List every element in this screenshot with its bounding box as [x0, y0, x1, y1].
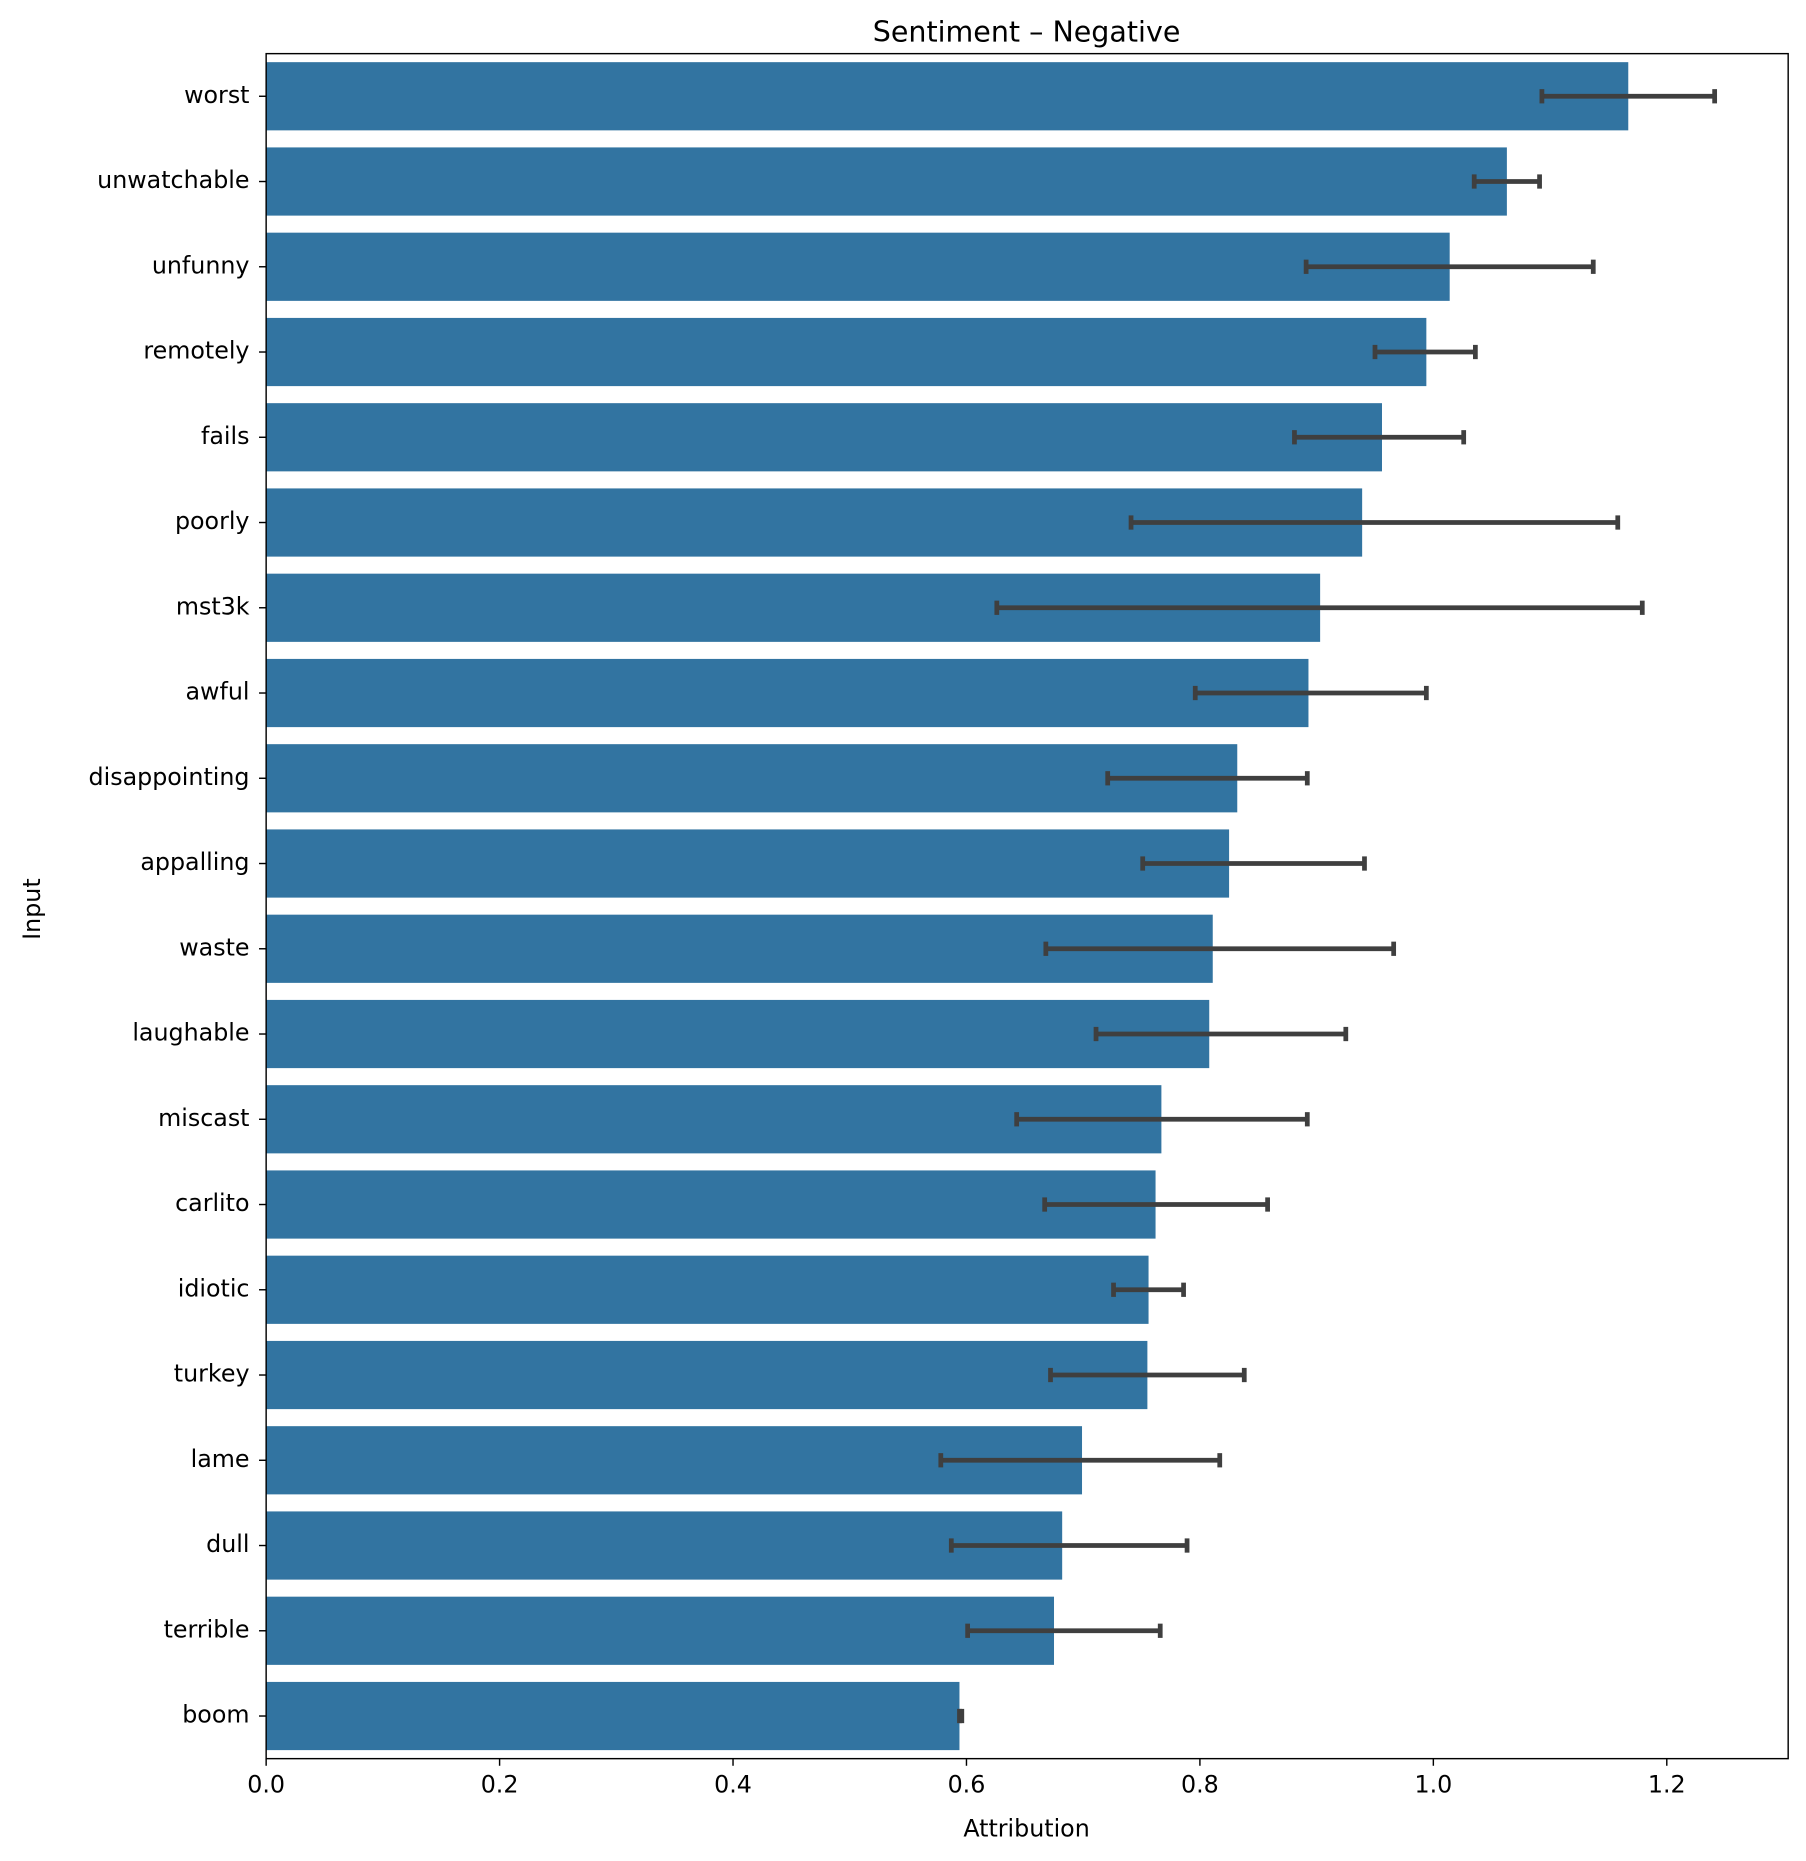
- bar: [266, 62, 1629, 131]
- y-tick-label: unfunny: [152, 251, 250, 279]
- plot-frame: [265, 52, 1789, 1760]
- y-tick-label: fails: [201, 422, 250, 450]
- y-tick-label: awful: [186, 678, 250, 706]
- y-tick-label: unwatchable: [97, 166, 249, 194]
- error-bar: [1014, 1112, 1310, 1127]
- y-tick-label: mst3k: [176, 592, 250, 620]
- y-tick-label: appalling: [140, 848, 249, 876]
- x-tick-label: 0.6: [948, 1770, 986, 1798]
- y-tick-label: boom: [182, 1701, 249, 1729]
- error-bar: [1292, 430, 1467, 445]
- x-tick-label: 1.2: [1648, 1770, 1686, 1798]
- bar: [266, 232, 1450, 301]
- y-tick-label: idiotic: [178, 1274, 250, 1302]
- bar: [266, 1596, 1055, 1665]
- bar: [266, 1255, 1149, 1324]
- error-bar: [1539, 89, 1718, 104]
- error-bar: [948, 1538, 1190, 1553]
- error-bar: [1140, 856, 1367, 871]
- error-bar: [1048, 1367, 1247, 1383]
- y-tick-label: turkey: [174, 1360, 250, 1388]
- bar: [266, 403, 1382, 472]
- x-tick-label: 0.8: [1181, 1770, 1219, 1798]
- error-bar: [994, 600, 1645, 615]
- error-bar: [1372, 344, 1478, 360]
- y-tick-label: remotely: [143, 337, 249, 365]
- bar: [266, 317, 1427, 387]
- x-tick-label: 0.4: [714, 1770, 752, 1798]
- bar: [266, 1170, 1156, 1239]
- y-tick-label: waste: [179, 933, 249, 961]
- error-bar: [1093, 1026, 1349, 1042]
- y-tick-label: miscast: [158, 1104, 249, 1132]
- y-tick-label: dull: [206, 1530, 249, 1558]
- bar: [266, 658, 1309, 728]
- x-tick-label: 1.0: [1414, 1770, 1452, 1798]
- error-bar: [1471, 174, 1542, 189]
- bar: [266, 1340, 1148, 1410]
- bar: [266, 1681, 960, 1751]
- y-tick-label: terrible: [164, 1615, 250, 1643]
- error-bar: [1043, 941, 1397, 956]
- error-bar: [1042, 1197, 1270, 1212]
- bar: [266, 999, 1210, 1069]
- x-tick-label: 0.2: [481, 1770, 519, 1798]
- bar: [266, 147, 1507, 216]
- error-bar: [1128, 515, 1621, 530]
- error-bar: [938, 1453, 1223, 1468]
- x-axis-label: Attribution: [963, 1814, 1089, 1842]
- y-tick-label: disappointing: [89, 763, 250, 791]
- bar: [266, 744, 1238, 813]
- bar: [266, 829, 1230, 898]
- bar: [266, 1085, 1162, 1154]
- error-bar: [1105, 771, 1310, 786]
- error-bar: [965, 1623, 1163, 1638]
- error-bar: [1111, 1282, 1186, 1297]
- y-tick-label: laughable: [132, 1019, 249, 1047]
- error-bar: [1303, 259, 1596, 274]
- y-tick-label: poorly: [175, 507, 250, 535]
- y-tick-label: worst: [184, 81, 249, 109]
- error-bar: [1192, 685, 1429, 701]
- y-axis-label: Input: [18, 878, 46, 939]
- y-tick-label: lame: [191, 1445, 250, 1473]
- error-bar: [957, 1708, 965, 1724]
- bar: [266, 1511, 1063, 1580]
- x-tick-label: 0.0: [247, 1770, 285, 1798]
- y-tick-label: carlito: [175, 1189, 249, 1217]
- chart-title: Sentiment – Negative: [873, 15, 1181, 48]
